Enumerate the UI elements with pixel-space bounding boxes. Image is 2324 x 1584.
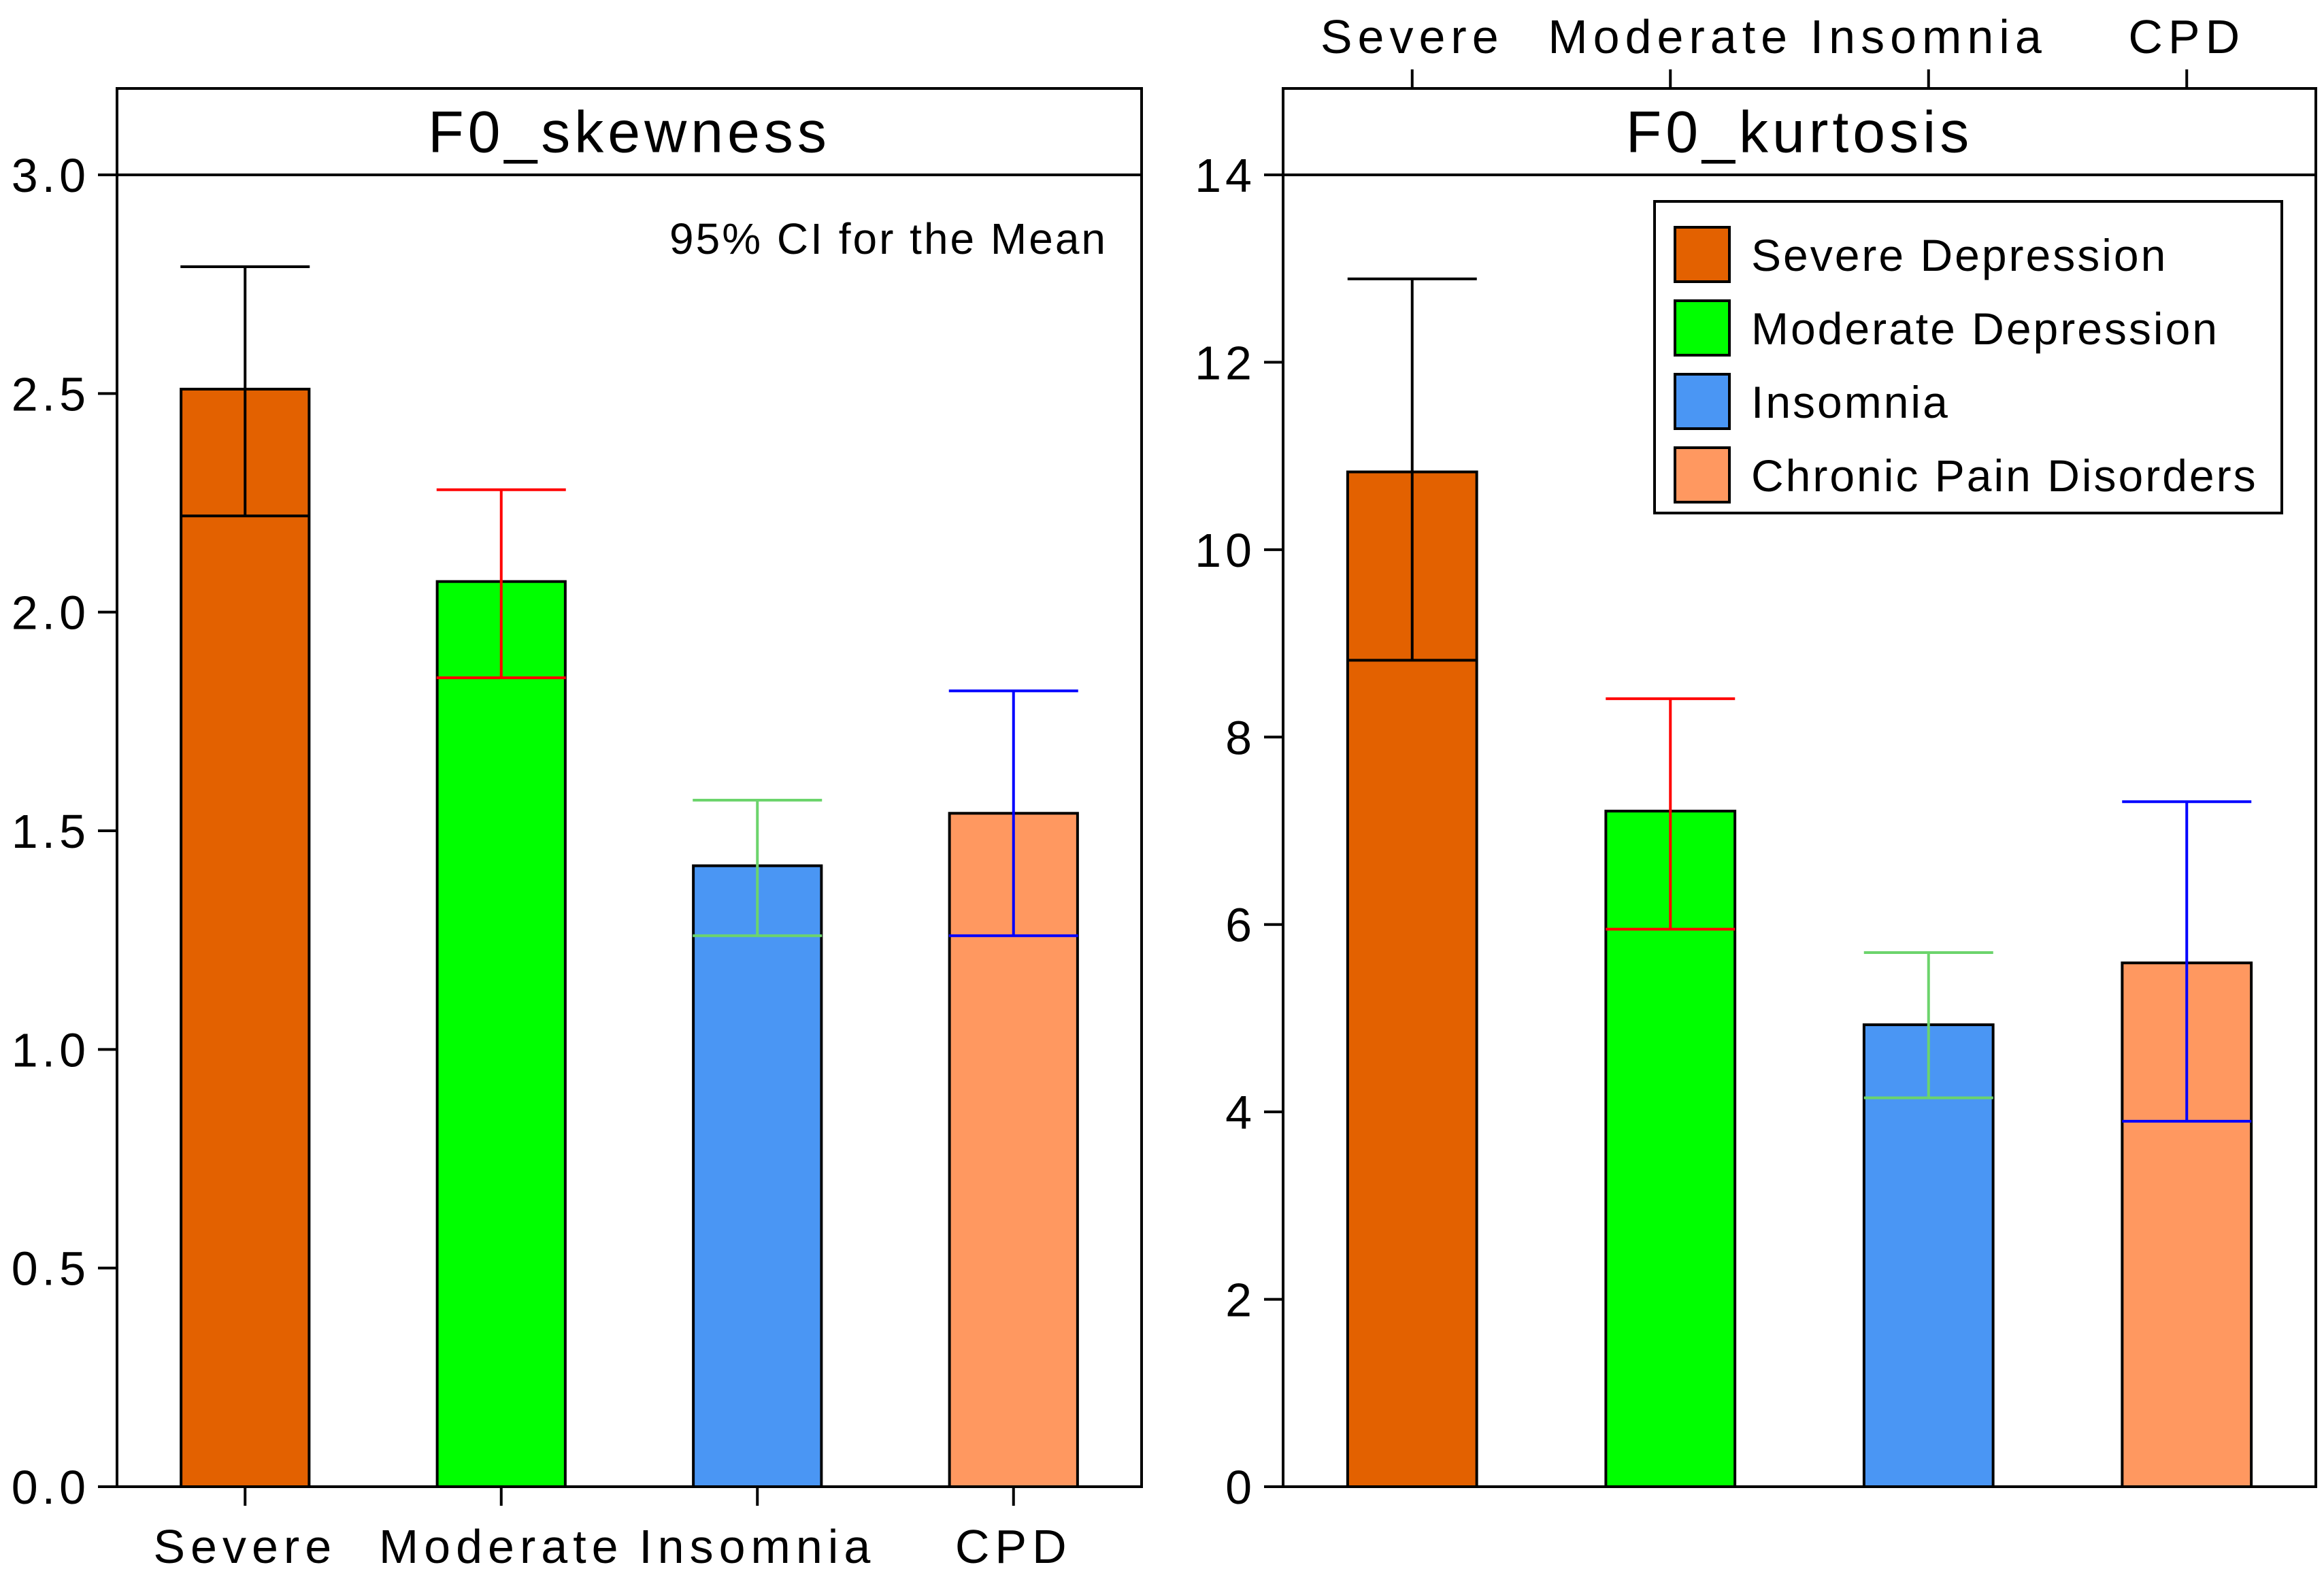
panel-frame [1282, 87, 2317, 1488]
y-tick-label: 0.0 [12, 1461, 90, 1514]
y-tick-label: 6 [1225, 899, 1256, 952]
panel-title: F0_kurtosis [1626, 100, 1974, 165]
legend-box [1653, 200, 2283, 514]
x-tick-label: Insomnia [1810, 10, 2047, 63]
bar [692, 864, 823, 1488]
x-tick-label: CPD [955, 1520, 1072, 1573]
y-tick-label: 0 [1225, 1461, 1256, 1514]
legend-label: Moderate Depression [1751, 303, 2219, 354]
kurtosis-panel: F0_kurtosis 0 2 4 6 8 10 12 14 Severe Moderate Inso… [1195, 10, 2317, 1514]
panel-title: F0_skewness [428, 100, 831, 165]
bar [435, 580, 567, 1488]
x-tick-label: Severe [1321, 10, 1504, 63]
x-tick-label: Insomnia [639, 1520, 876, 1573]
x-tick-label: CPD [2128, 10, 2245, 63]
y-tick-label: 3.0 [12, 149, 90, 202]
legend: Severe Depression Moderate Depression Inso… [1653, 200, 2283, 514]
panel-frame [116, 87, 1143, 1488]
y-tick-label: 1.5 [12, 805, 90, 858]
bar [180, 387, 311, 1489]
y-tick-label: 2.0 [12, 587, 90, 640]
x-tick-label: Moderate [379, 1520, 624, 1573]
legend-label: Insomnia [1751, 377, 1950, 427]
y-tick-label: 8 [1225, 711, 1256, 764]
legend-label: Severe Depression [1751, 230, 2168, 280]
y-tick-label: 2 [1225, 1274, 1256, 1327]
y-tick-label: 14 [1195, 149, 1256, 202]
x-tick-label: Severe [153, 1520, 337, 1573]
legend-swatch [1674, 446, 1731, 504]
legend-swatch [1674, 299, 1731, 357]
y-tick-label: 1.0 [12, 1023, 90, 1076]
ci-annotation: 95% CI for the Mean [669, 214, 1108, 263]
y-tick-label: 0.5 [12, 1242, 90, 1296]
skewness-panel: F0_skewness 0.0 0.5 1.0 1.5 2.0 2.5 3.0 Severe Mo… [12, 87, 1143, 1573]
legend-swatch [1674, 373, 1731, 430]
y-tick-label: 4 [1225, 1086, 1256, 1139]
x-tick-label: Moderate [1548, 10, 1793, 63]
y-tick-label: 12 [1195, 336, 1256, 389]
y-tick-label: 10 [1195, 524, 1256, 577]
legend-swatch [1674, 226, 1731, 283]
legend-label: Chronic Pain Disorders [1751, 450, 2258, 501]
y-tick-label: 2.5 [12, 367, 90, 420]
